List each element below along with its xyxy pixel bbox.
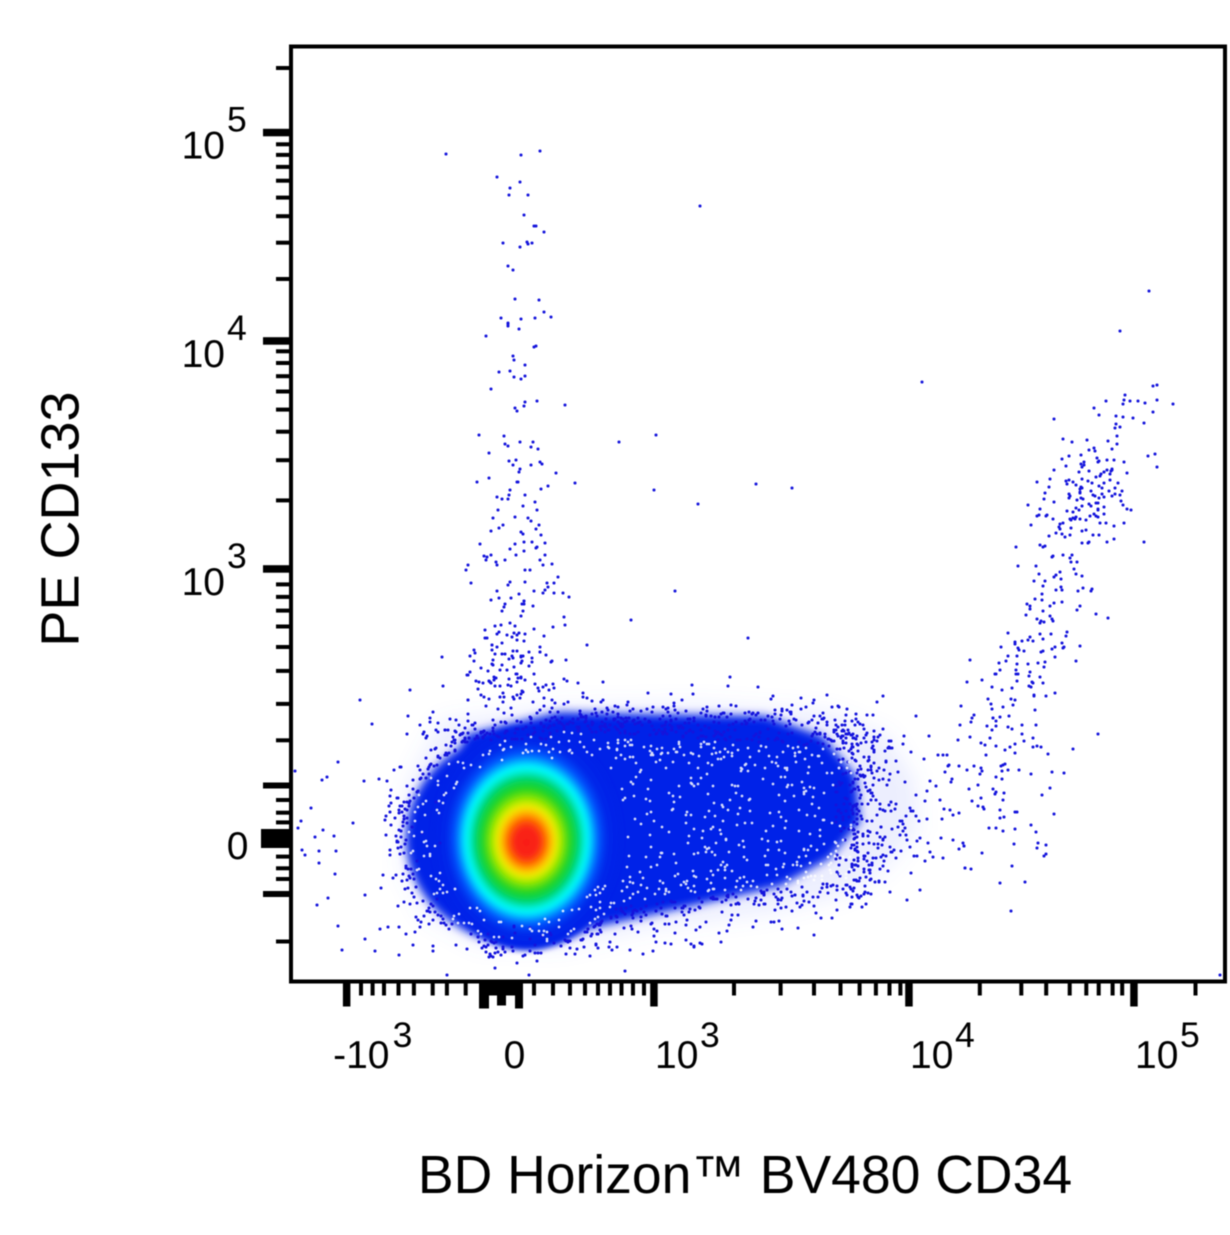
svg-text:4: 4	[955, 1015, 975, 1055]
svg-text:5: 5	[1180, 1015, 1200, 1055]
svg-text:4: 4	[227, 308, 247, 348]
svg-text:10: 10	[910, 1034, 953, 1077]
svg-text:3: 3	[227, 536, 247, 576]
svg-text:10: 10	[182, 561, 225, 604]
svg-text:5: 5	[227, 100, 247, 140]
svg-text:10: 10	[655, 1034, 698, 1077]
svg-text:10: 10	[182, 125, 225, 168]
svg-text:0: 0	[504, 1034, 526, 1077]
svg-text:3: 3	[700, 1015, 720, 1055]
svg-text:BD Horizon™ BV480 CD34: BD Horizon™ BV480 CD34	[418, 1146, 1072, 1205]
svg-text:3: 3	[393, 1015, 413, 1055]
svg-text:0: 0	[227, 825, 249, 868]
svg-text:10: 10	[182, 333, 225, 376]
svg-text:PE CD133: PE CD133	[31, 391, 91, 646]
svg-text:10: 10	[1135, 1034, 1178, 1077]
svg-text:-10: -10	[333, 1034, 389, 1077]
